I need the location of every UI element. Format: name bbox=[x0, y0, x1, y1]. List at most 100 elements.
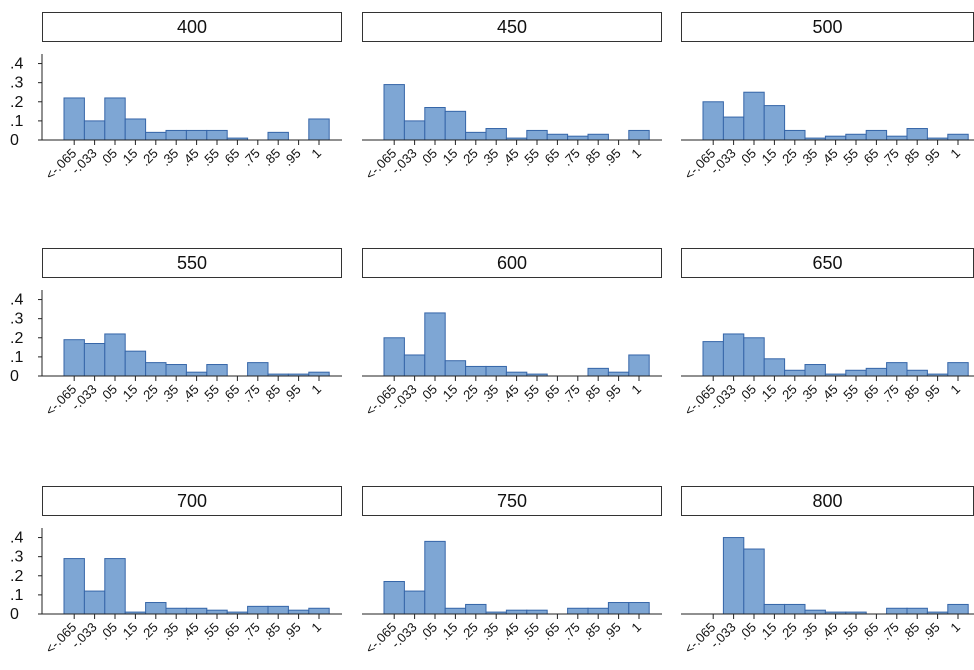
x-tick-label: .05 bbox=[97, 620, 120, 643]
histogram-bar bbox=[763, 603, 786, 615]
histogram-bar bbox=[607, 371, 630, 377]
histogram-bar bbox=[505, 371, 528, 377]
x-tick-label: .25 bbox=[777, 620, 800, 643]
histogram-bar bbox=[124, 350, 147, 377]
x-tick-label: .05 bbox=[736, 620, 759, 643]
histogram-bar bbox=[383, 581, 405, 615]
histogram-bar bbox=[465, 603, 487, 615]
histogram-bar bbox=[743, 91, 765, 141]
x-tick-label: .25 bbox=[458, 620, 481, 643]
histogram-bar bbox=[628, 129, 650, 141]
x-tick-label: .75 bbox=[560, 620, 583, 643]
histogram-bar bbox=[104, 97, 126, 141]
x-tick-label: .75 bbox=[240, 382, 263, 405]
histogram-bar bbox=[287, 609, 310, 615]
x-tick-label: .15 bbox=[437, 382, 460, 405]
histogram-bar bbox=[165, 607, 187, 615]
x-tick-label: .35 bbox=[478, 620, 501, 643]
histogram-bar bbox=[784, 129, 806, 141]
histogram-bar bbox=[185, 371, 208, 377]
y-tick-label: 0 bbox=[10, 606, 19, 623]
x-tick-label: .35 bbox=[158, 382, 181, 405]
histogram-bar bbox=[247, 362, 269, 377]
x-tick-label: .15 bbox=[117, 620, 140, 643]
histogram-bar bbox=[444, 110, 467, 141]
y-tick-label: .2 bbox=[10, 94, 23, 111]
x-tick-label: .95 bbox=[600, 382, 623, 405]
x-tick-label: .25 bbox=[138, 382, 161, 405]
histogram-bar bbox=[886, 362, 908, 377]
x-tick-label: 1 bbox=[628, 146, 644, 162]
histogram-bar bbox=[505, 609, 528, 615]
histogram-bar bbox=[567, 607, 589, 615]
histogram-bar bbox=[526, 129, 548, 141]
histogram-bar bbox=[763, 358, 786, 377]
histogram-bar bbox=[308, 607, 330, 615]
x-tick-label: 1 bbox=[308, 382, 324, 398]
y-tick-label: .2 bbox=[10, 330, 23, 347]
x-tick-label: .65 bbox=[539, 620, 562, 643]
x-tick-label: .55 bbox=[519, 620, 542, 643]
histogram-bar bbox=[267, 605, 289, 615]
x-tick-label: .15 bbox=[756, 382, 779, 405]
histogram-bar bbox=[308, 371, 330, 377]
x-tick-label: .75 bbox=[560, 146, 583, 169]
y-tick-label: 0 bbox=[10, 368, 19, 385]
histogram-bar bbox=[804, 364, 826, 377]
histogram-bar bbox=[587, 133, 609, 141]
histogram-bar bbox=[865, 367, 888, 377]
histogram-bar bbox=[206, 129, 228, 141]
histogram-bar bbox=[743, 548, 765, 615]
histogram-bar bbox=[424, 312, 446, 377]
x-tick-label: .85 bbox=[580, 620, 603, 643]
histogram-bar bbox=[63, 339, 85, 377]
x-tick-label: .55 bbox=[199, 620, 222, 643]
histogram-bar bbox=[628, 602, 650, 615]
histogram-bar bbox=[145, 602, 167, 615]
histogram-bar bbox=[567, 135, 589, 141]
x-tick-label: .35 bbox=[478, 382, 501, 405]
histogram-bar bbox=[206, 364, 228, 377]
x-tick-label: .15 bbox=[437, 620, 460, 643]
histogram-bar bbox=[947, 362, 969, 377]
y-tick-label: .4 bbox=[10, 292, 23, 309]
x-tick-label: .95 bbox=[919, 146, 942, 169]
histogram-bar bbox=[722, 537, 745, 615]
x-tick-label: .25 bbox=[458, 382, 481, 405]
histogram-bar bbox=[403, 354, 426, 377]
panel-header: 400 bbox=[42, 12, 342, 42]
x-tick-label: .95 bbox=[919, 620, 942, 643]
histogram-bar bbox=[485, 365, 507, 377]
x-tick-label: .85 bbox=[899, 382, 922, 405]
x-tick-label: .45 bbox=[817, 146, 840, 169]
histogram-bar bbox=[906, 369, 928, 377]
histogram-bar bbox=[247, 605, 269, 615]
x-tick-label: .45 bbox=[178, 382, 201, 405]
histogram-bar bbox=[145, 362, 167, 377]
histogram-bar bbox=[83, 120, 106, 141]
x-tick-label: .45 bbox=[498, 382, 521, 405]
x-tick-label: 1 bbox=[308, 620, 324, 636]
histogram-bar bbox=[104, 333, 126, 377]
x-tick-label: .35 bbox=[797, 146, 820, 169]
x-tick-label: .45 bbox=[498, 146, 521, 169]
histogram-bar bbox=[702, 101, 724, 141]
panel-header: 600 bbox=[362, 248, 662, 278]
histogram-bar bbox=[63, 558, 85, 615]
histogram-bar bbox=[722, 116, 745, 141]
histogram-bar bbox=[947, 603, 969, 615]
x-tick-label: .15 bbox=[437, 146, 460, 169]
x-tick-label: .75 bbox=[240, 146, 263, 169]
histogram-bar bbox=[886, 607, 908, 615]
x-tick-label: .85 bbox=[260, 146, 283, 169]
histogram-bar bbox=[465, 365, 487, 377]
x-tick-label: .75 bbox=[560, 382, 583, 405]
panel-header: 750 bbox=[362, 486, 662, 516]
x-tick-label: .55 bbox=[838, 620, 861, 643]
histogram-bar bbox=[206, 609, 228, 615]
x-tick-label: .55 bbox=[519, 146, 542, 169]
histogram-bar bbox=[804, 609, 826, 615]
x-tick-label: .75 bbox=[240, 620, 263, 643]
x-tick-label: 1 bbox=[947, 382, 963, 398]
